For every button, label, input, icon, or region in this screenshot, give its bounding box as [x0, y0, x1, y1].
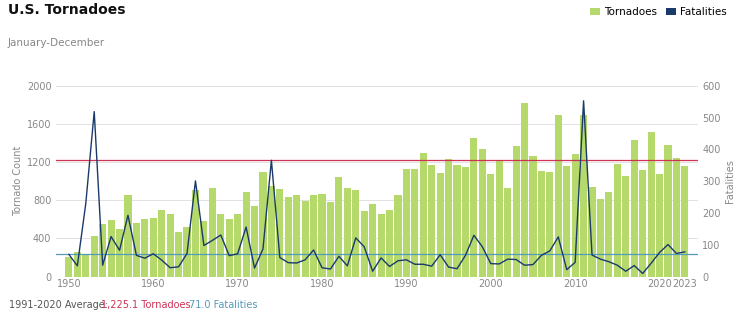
Bar [436, 173, 444, 277]
Bar [234, 214, 242, 277]
Bar [302, 202, 309, 277]
Bar [327, 202, 334, 277]
Bar [344, 188, 351, 277]
Bar [478, 149, 486, 277]
Bar [580, 115, 587, 277]
Bar [555, 115, 562, 277]
Bar [310, 195, 317, 277]
Bar [107, 220, 115, 277]
Bar [656, 174, 663, 277]
Bar [91, 237, 98, 277]
Bar [293, 195, 300, 277]
Bar [470, 138, 478, 277]
Bar [217, 214, 224, 277]
Bar [605, 192, 613, 277]
Bar [631, 141, 638, 277]
Bar [411, 169, 419, 277]
Bar [681, 167, 688, 277]
Bar [242, 192, 250, 277]
Bar [369, 204, 376, 277]
Text: 1991-2020 Average:: 1991-2020 Average: [9, 300, 108, 310]
Bar [192, 190, 199, 277]
Bar [150, 218, 157, 277]
Bar [268, 186, 275, 277]
Text: 71.0 Fatalities: 71.0 Fatalities [189, 300, 257, 310]
Bar [614, 164, 621, 277]
Bar [184, 227, 190, 277]
Bar [622, 176, 629, 277]
Bar [420, 153, 427, 277]
Bar [521, 103, 528, 277]
Bar [597, 199, 604, 277]
Bar [496, 161, 502, 277]
Bar [377, 214, 385, 277]
Bar [445, 159, 452, 277]
Bar [74, 252, 81, 277]
Bar [512, 146, 520, 277]
Bar [673, 158, 680, 277]
Bar [65, 258, 73, 277]
Bar [639, 169, 646, 277]
Bar [462, 167, 469, 277]
Bar [589, 187, 596, 277]
Bar [158, 210, 165, 277]
Bar [403, 169, 410, 277]
Bar [572, 154, 579, 277]
Text: U.S. Tornadoes: U.S. Tornadoes [8, 3, 125, 17]
Bar [124, 195, 131, 277]
Text: 1,225.1 Tornadoes: 1,225.1 Tornadoes [101, 300, 190, 310]
Bar [133, 223, 140, 277]
Bar [285, 197, 292, 277]
Y-axis label: Fatalities: Fatalities [725, 159, 735, 203]
Bar [361, 211, 368, 277]
Bar [386, 210, 393, 277]
Bar [200, 221, 208, 277]
Bar [116, 229, 123, 277]
Bar [488, 174, 494, 277]
Bar [504, 188, 512, 277]
Bar [166, 214, 174, 277]
Y-axis label: Tornado Count: Tornado Count [13, 146, 22, 217]
Bar [276, 189, 284, 277]
Bar [209, 188, 216, 277]
Bar [428, 165, 435, 277]
Bar [99, 224, 106, 277]
Bar [175, 232, 182, 277]
Bar [82, 254, 89, 277]
Bar [251, 206, 258, 277]
Bar [335, 177, 343, 277]
Bar [394, 195, 401, 277]
Bar [141, 219, 148, 277]
Bar [530, 156, 536, 277]
Bar [647, 132, 655, 277]
Bar [352, 190, 359, 277]
Bar [260, 171, 266, 277]
Bar [546, 172, 554, 277]
Bar [538, 171, 545, 277]
Bar [563, 166, 570, 277]
Legend: Tornadoes, Fatalities: Tornadoes, Fatalities [586, 3, 731, 22]
Bar [454, 165, 460, 277]
Bar [226, 219, 232, 277]
Text: January-December: January-December [8, 38, 104, 48]
Bar [319, 194, 326, 277]
Bar [664, 145, 671, 277]
